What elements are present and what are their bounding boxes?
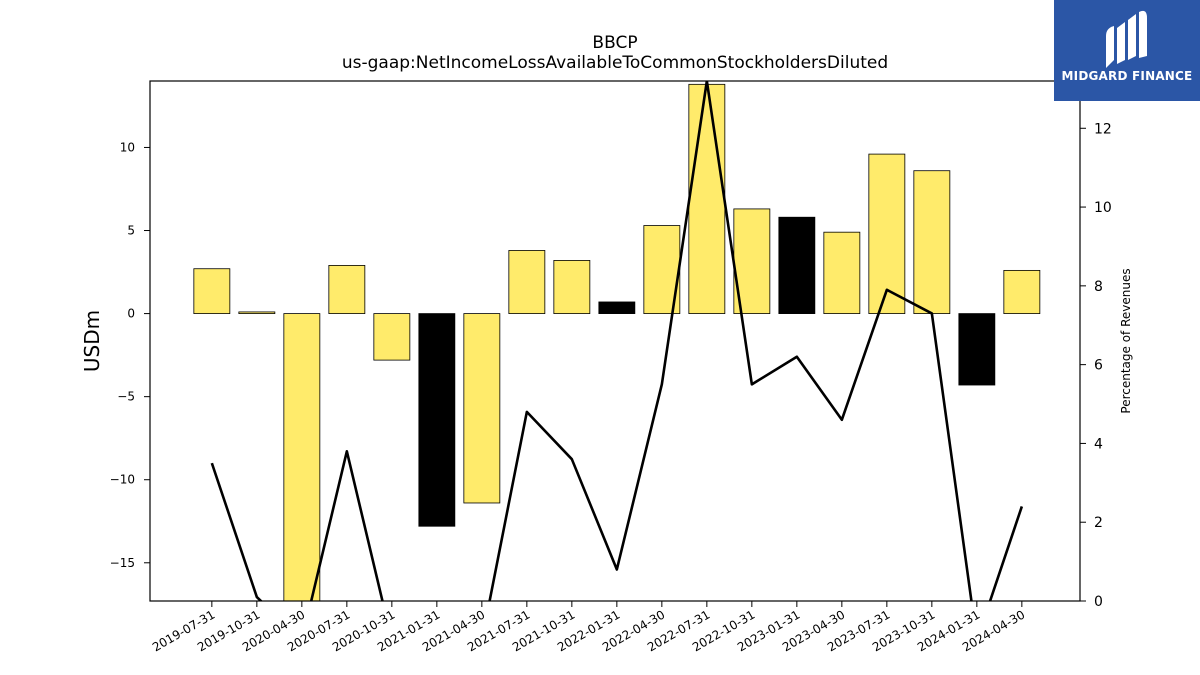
bar-2022-07-31 (688, 83, 726, 314)
line-group (210, 81, 1024, 601)
bar-2019-10-31 (238, 311, 276, 314)
y-tick-label: −5 (117, 390, 135, 404)
bar-2023-04-30 (823, 231, 861, 314)
logo-badge: MIDGARD FINANCE (1054, 0, 1200, 101)
y2-tick-label: 0 (1094, 594, 1103, 610)
y2-tick-label: 12 (1094, 121, 1112, 137)
bar-2024-01-31 (958, 313, 996, 386)
plot-frame (149, 80, 1081, 602)
bar-2020-10-31 (373, 313, 411, 361)
bar-2019-07-31 (193, 268, 231, 314)
bar-2024-04-30 (1003, 269, 1041, 314)
y-tick-label: −10 (110, 473, 135, 487)
y2-tick-label: 6 (1094, 358, 1103, 374)
percentage-line (210, 81, 1024, 601)
bar-2021-10-31 (553, 260, 591, 314)
bar-2020-07-31 (328, 265, 366, 314)
midgard-logo-icon (1106, 10, 1147, 68)
bar-2022-01-31 (598, 301, 636, 314)
logo-text: MIDGARD FINANCE (1061, 69, 1193, 83)
y2-axis-label: Percentage of Revenues (1119, 268, 1133, 413)
y-tick-label: −15 (110, 556, 135, 570)
bar-2023-01-31 (778, 216, 816, 314)
y-tick-label: 10 (120, 140, 135, 154)
y2-tick-label: 2 (1094, 515, 1103, 531)
chart-title: BBCP (592, 33, 637, 53)
y-axis-label: USDm (80, 310, 104, 372)
y-tick-label: 0 (127, 307, 135, 321)
y-tick-label: 5 (127, 224, 135, 238)
bar-2021-04-30 (463, 313, 501, 504)
chart-subtitle: us-gaap:NetIncomeLossAvailableToCommonSt… (342, 53, 888, 73)
bar-2023-10-31 (913, 170, 951, 314)
bar-2021-07-31 (508, 250, 546, 314)
bar-2021-01-31 (418, 313, 456, 527)
bar-2023-07-31 (868, 153, 906, 314)
y2-tick-label: 4 (1094, 436, 1103, 452)
y2-tick-label: 10 (1094, 200, 1112, 216)
bar-2020-04-30 (283, 313, 321, 601)
y2-tick-label: 8 (1094, 279, 1103, 295)
bars-group (193, 83, 1041, 601)
